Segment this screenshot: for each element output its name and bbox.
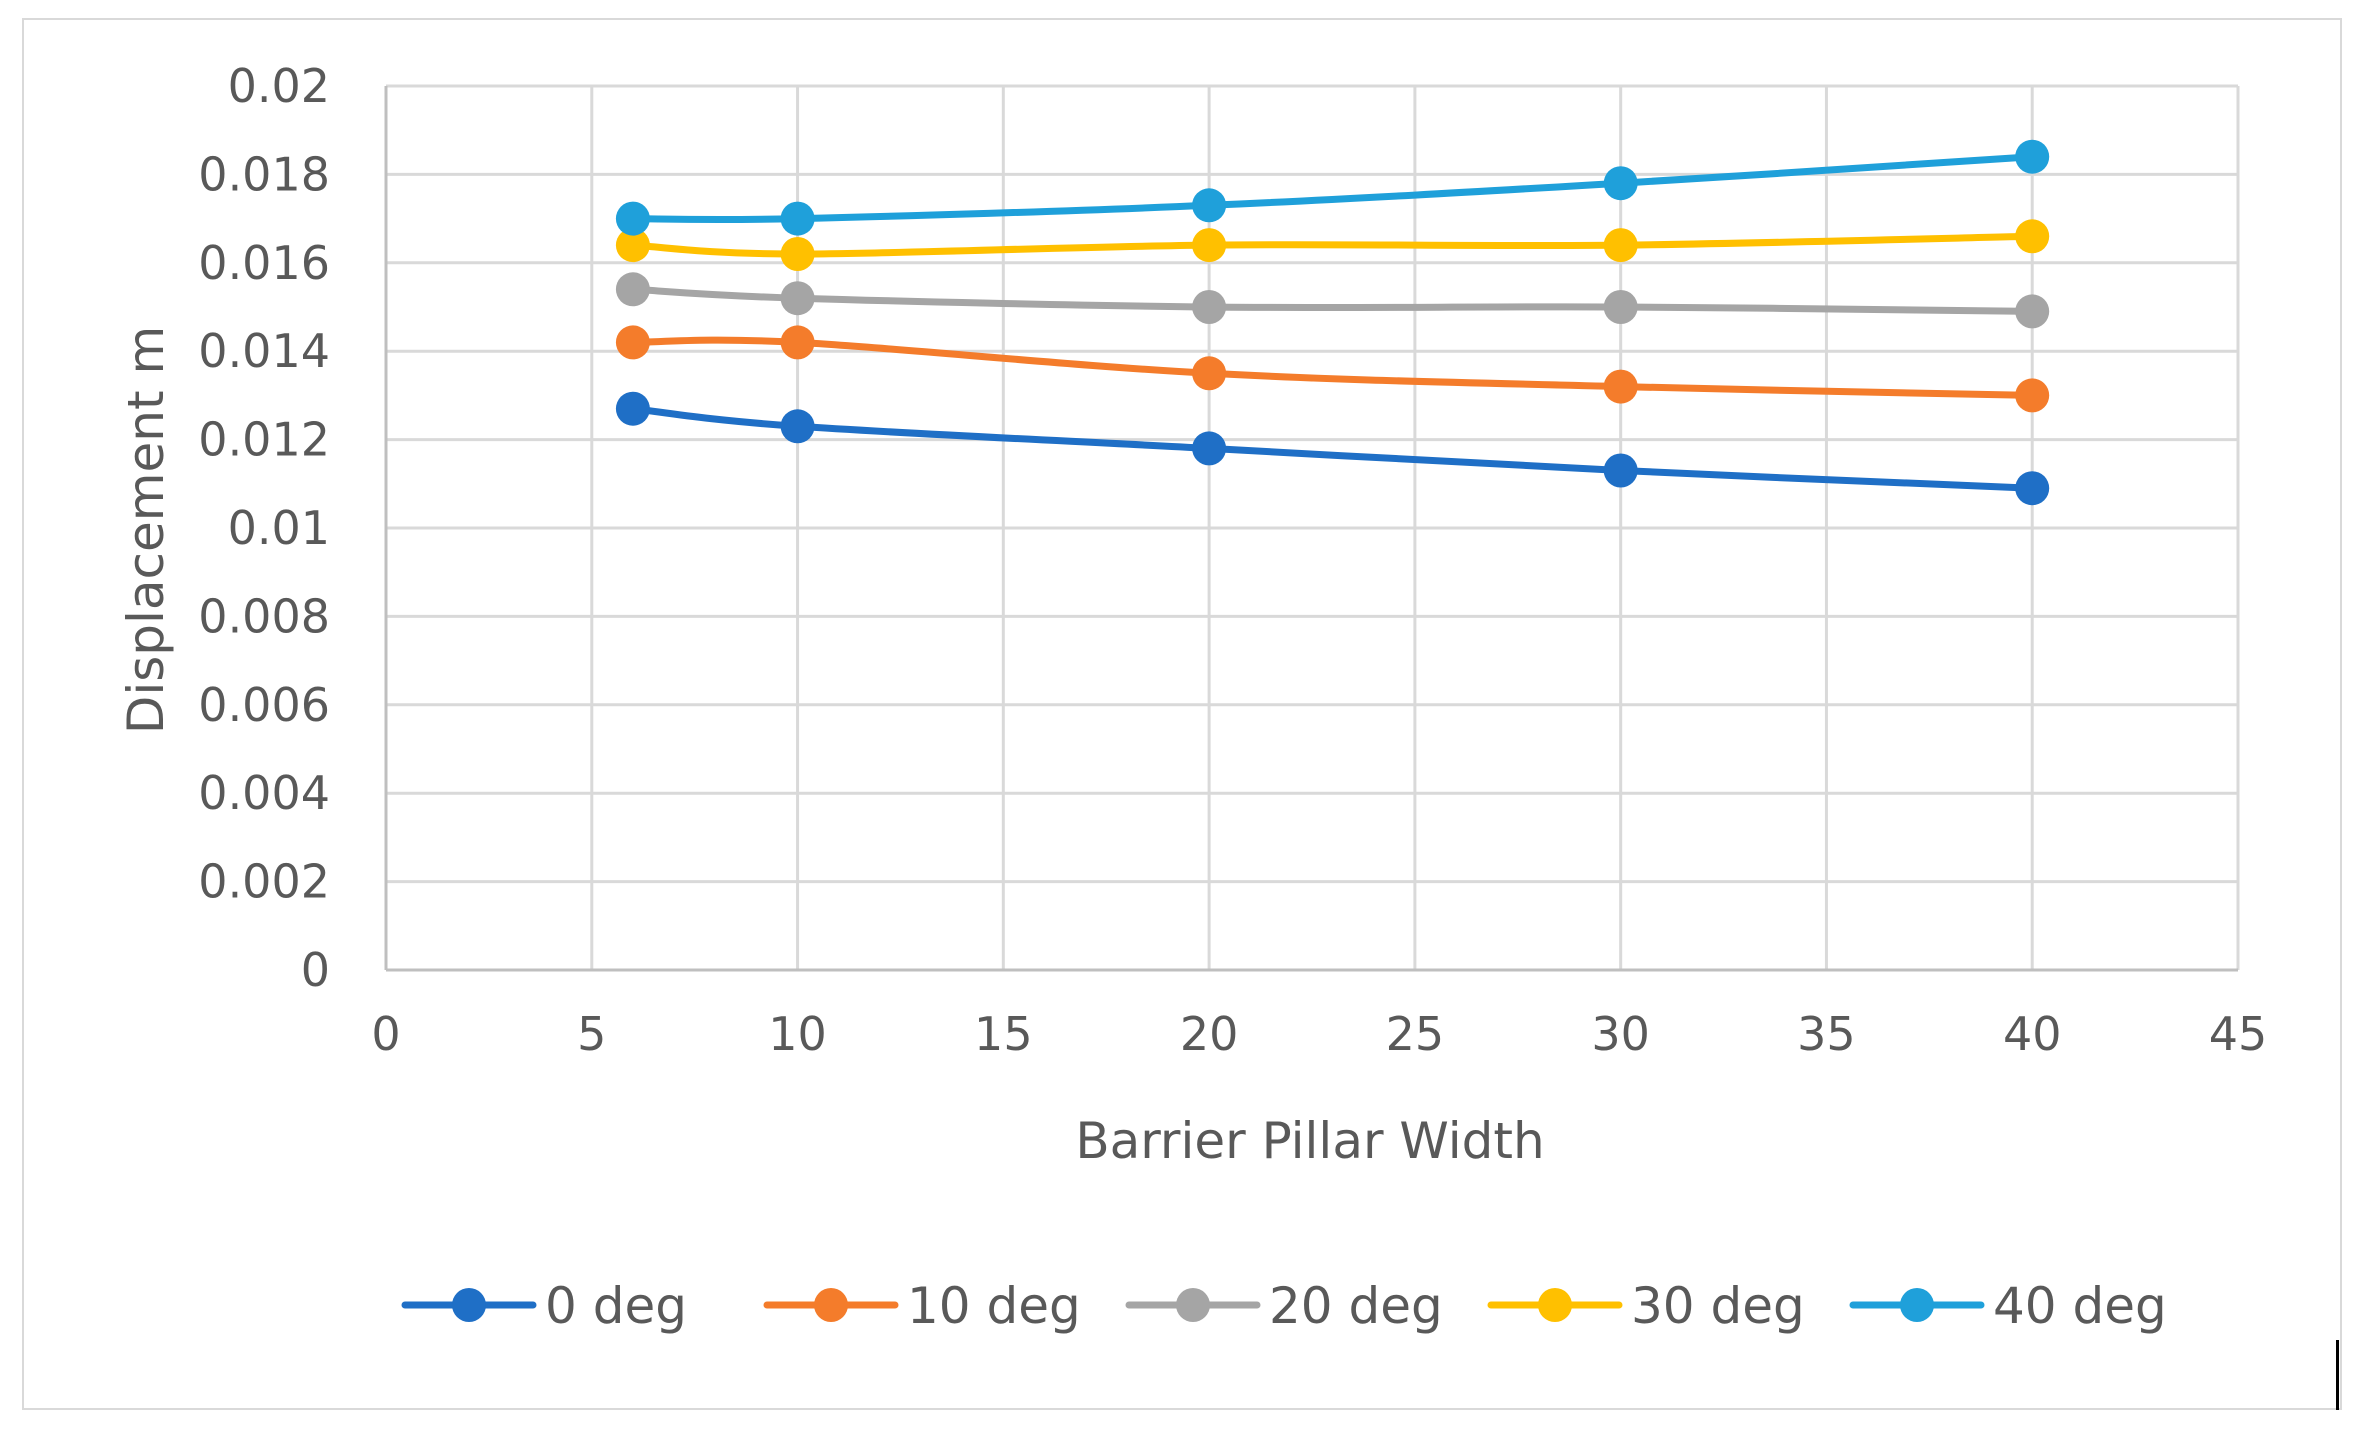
y-tick-label: 0.02 bbox=[228, 59, 330, 113]
y-tick-label: 0.016 bbox=[198, 236, 330, 290]
x-tick-label: 30 bbox=[1591, 1007, 1650, 1061]
data-point-20-deg bbox=[1192, 290, 1227, 324]
y-tick-label: 0.006 bbox=[198, 678, 330, 732]
y-tick-label: 0.002 bbox=[198, 855, 330, 909]
legend-item-20-deg: 20 deg bbox=[1125, 1277, 1443, 1335]
legend-marker-20-deg bbox=[1176, 1288, 1210, 1322]
legend-item-0-deg: 0 deg bbox=[401, 1277, 687, 1335]
legend-label-30-deg: 30 deg bbox=[1631, 1277, 1805, 1335]
y-axis-title: Displacement m bbox=[117, 326, 175, 734]
grid bbox=[386, 84, 2240, 970]
data-point-10-deg bbox=[780, 325, 815, 360]
x-tick-label: 40 bbox=[2003, 1007, 2062, 1061]
y-tick-label: 0.018 bbox=[198, 147, 330, 201]
data-point-40-deg bbox=[2015, 139, 2050, 174]
legend-marker-40-deg bbox=[1900, 1288, 1934, 1322]
data-point-10-deg bbox=[2015, 378, 2050, 413]
series-30-deg bbox=[615, 219, 2050, 271]
data-point-10-deg bbox=[615, 325, 650, 360]
series-line-20-deg bbox=[629, 285, 2036, 315]
data-point-20-deg bbox=[1603, 290, 1638, 324]
series-line-40-deg bbox=[629, 153, 2036, 224]
x-tick-label: 25 bbox=[1386, 1007, 1445, 1061]
series-20-deg bbox=[615, 272, 2050, 329]
legend-marker-10-deg bbox=[814, 1288, 848, 1322]
x-tick-label: 0 bbox=[371, 1007, 400, 1061]
y-tick-label: 0.01 bbox=[228, 501, 330, 555]
series-10-deg bbox=[615, 325, 2050, 413]
data-point-30-deg bbox=[615, 228, 650, 263]
data-point-0-deg bbox=[615, 391, 650, 426]
x-axis-title: Barrier Pillar Width bbox=[1075, 1112, 1544, 1170]
edge-mark bbox=[2336, 1340, 2339, 1410]
legend-label-0-deg: 0 deg bbox=[545, 1277, 687, 1335]
y-tick-labels: 0 0.002 0.004 0.006 0.008 0.01 0.012 0.014 0.016… bbox=[198, 59, 330, 997]
chart-frame bbox=[22, 18, 2342, 1410]
x-tick-label: 35 bbox=[1797, 1007, 1856, 1061]
data-point-0-deg bbox=[2015, 471, 2050, 506]
x-tick-label: 5 bbox=[577, 1007, 606, 1061]
data-point-30-deg bbox=[2015, 219, 2050, 254]
data-point-20-deg bbox=[615, 272, 650, 307]
y-tick-label: 0.014 bbox=[198, 324, 330, 378]
x-tick-label: 45 bbox=[2209, 1007, 2268, 1061]
y-tick-label: 0.004 bbox=[198, 766, 330, 820]
legend: 0 deg 10 deg 20 deg 30 deg 40 deg bbox=[401, 1277, 2167, 1335]
data-point-30-deg bbox=[1603, 228, 1638, 263]
axes bbox=[384, 86, 2238, 972]
series-line-0-deg bbox=[629, 405, 2036, 492]
legend-label-40-deg: 40 deg bbox=[1993, 1277, 2167, 1335]
y-tick-label: 0 bbox=[301, 943, 330, 997]
series-line-30-deg bbox=[629, 232, 2036, 258]
series-0-deg bbox=[615, 391, 2050, 506]
data-point-20-deg bbox=[780, 281, 815, 316]
legend-label-20-deg: 20 deg bbox=[1269, 1277, 1443, 1335]
data-point-10-deg bbox=[1192, 356, 1227, 391]
data-point-40-deg bbox=[1192, 188, 1227, 223]
data-point-40-deg bbox=[780, 201, 815, 236]
x-tick-label: 20 bbox=[1180, 1007, 1239, 1061]
legend-item-10-deg: 10 deg bbox=[763, 1277, 1081, 1335]
series bbox=[615, 139, 2050, 506]
legend-label-10-deg: 10 deg bbox=[907, 1277, 1081, 1335]
data-point-10-deg bbox=[1603, 369, 1638, 404]
data-point-30-deg bbox=[780, 237, 815, 271]
data-point-0-deg bbox=[1603, 453, 1638, 488]
series-40-deg bbox=[615, 139, 2050, 236]
legend-item-30-deg: 30 deg bbox=[1487, 1277, 1805, 1335]
data-point-40-deg bbox=[615, 201, 650, 236]
data-point-0-deg bbox=[780, 409, 815, 444]
legend-marker-0-deg bbox=[452, 1288, 486, 1322]
data-point-30-deg bbox=[1192, 228, 1227, 263]
y-tick-label: 0.012 bbox=[198, 413, 330, 467]
x-tick-label: 10 bbox=[768, 1007, 827, 1061]
data-point-0-deg bbox=[1192, 431, 1227, 466]
data-point-20-deg bbox=[2015, 294, 2050, 329]
legend-marker-30-deg bbox=[1538, 1288, 1572, 1322]
x-tick-label: 15 bbox=[974, 1007, 1033, 1061]
y-tick-label: 0.008 bbox=[198, 589, 330, 643]
series-line-10-deg bbox=[629, 336, 2036, 399]
legend-item-40-deg: 40 deg bbox=[1849, 1277, 2167, 1335]
x-tick-labels: 0 5 10 15 20 25 30 35 40 45 bbox=[371, 1007, 2267, 1061]
data-point-40-deg bbox=[1603, 166, 1638, 201]
